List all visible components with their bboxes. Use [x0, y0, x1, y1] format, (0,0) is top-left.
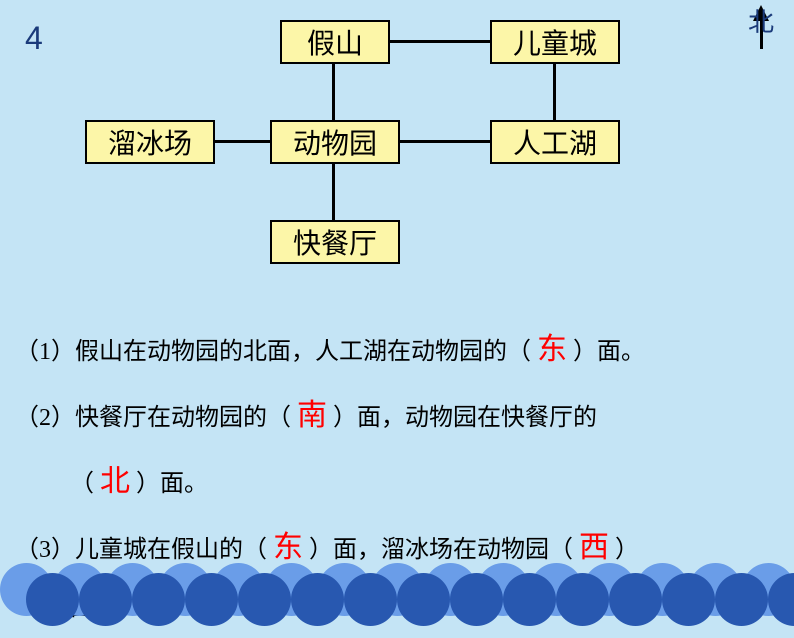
- diagram-edge: [400, 140, 490, 143]
- wave-circle-icon: [662, 573, 715, 626]
- diagram-edge: [390, 40, 490, 43]
- wave-circle-icon: [238, 573, 291, 626]
- diagram-node-ertongcheng: 儿童城: [490, 20, 620, 64]
- diagram-edge: [553, 64, 556, 120]
- wave-circle-icon: [768, 573, 794, 626]
- q1-text: （1）假山在动物园的北面，人工湖在动物园的（: [15, 339, 531, 365]
- map-diagram: 假山 儿童城溜冰场 动物园 人工湖快餐厅: [80, 20, 680, 280]
- wave-circle-icon: [185, 573, 238, 626]
- wave-circle-icon: [556, 573, 609, 626]
- wave-circle-icon: [79, 573, 132, 626]
- diagram-node-rengonghu: 人工湖: [490, 120, 620, 164]
- q2-answer1: 南: [297, 399, 327, 432]
- question-2: （2）快餐厅在动物园的（ 南 ）面，动物园在快餐厅的: [15, 386, 779, 446]
- question-1: （1）假山在动物园的北面，人工湖在动物园的（ 东 ）面。: [15, 320, 779, 380]
- q2-line2-suffix: ）面。: [136, 471, 208, 497]
- diagram-node-dongwuyuan: 动物园: [270, 120, 400, 164]
- wave-circle-icon: [26, 573, 79, 626]
- wave-circle-icon: [715, 573, 768, 626]
- wave-circle-icon: [503, 573, 556, 626]
- question-2-line2: （ 北 ）面。: [15, 452, 779, 512]
- q2-answer2: 北: [100, 465, 130, 498]
- compass-north-label: 北: [748, 2, 774, 39]
- q2-text: （2）快餐厅在动物园的（: [15, 405, 291, 431]
- diagram-edge: [332, 164, 335, 220]
- wave-circle-icon: [291, 573, 344, 626]
- page-number: 4: [25, 20, 43, 57]
- wave-circle-icon: [609, 573, 662, 626]
- q1-answer: 东: [537, 333, 567, 366]
- q2-mid: ）面，动物园在快餐厅的: [333, 405, 597, 431]
- diagram-node-jiashan: 假山: [280, 20, 390, 64]
- wave-circle-icon: [397, 573, 450, 626]
- q2-line2-prefix: （: [70, 471, 94, 497]
- wave-circle-icon: [450, 573, 503, 626]
- diagram-node-liubingchang: 溜冰场: [85, 120, 215, 164]
- wave-circle-icon: [132, 573, 185, 626]
- diagram-node-kuaicanting: 快餐厅: [270, 220, 400, 264]
- diagram-edge: [215, 140, 270, 143]
- wave-row: [26, 573, 794, 626]
- diagram-edge: [332, 64, 335, 120]
- q1-suffix: ）面。: [573, 339, 645, 365]
- wave-decoration: [0, 536, 794, 596]
- wave-circle-icon: [344, 573, 397, 626]
